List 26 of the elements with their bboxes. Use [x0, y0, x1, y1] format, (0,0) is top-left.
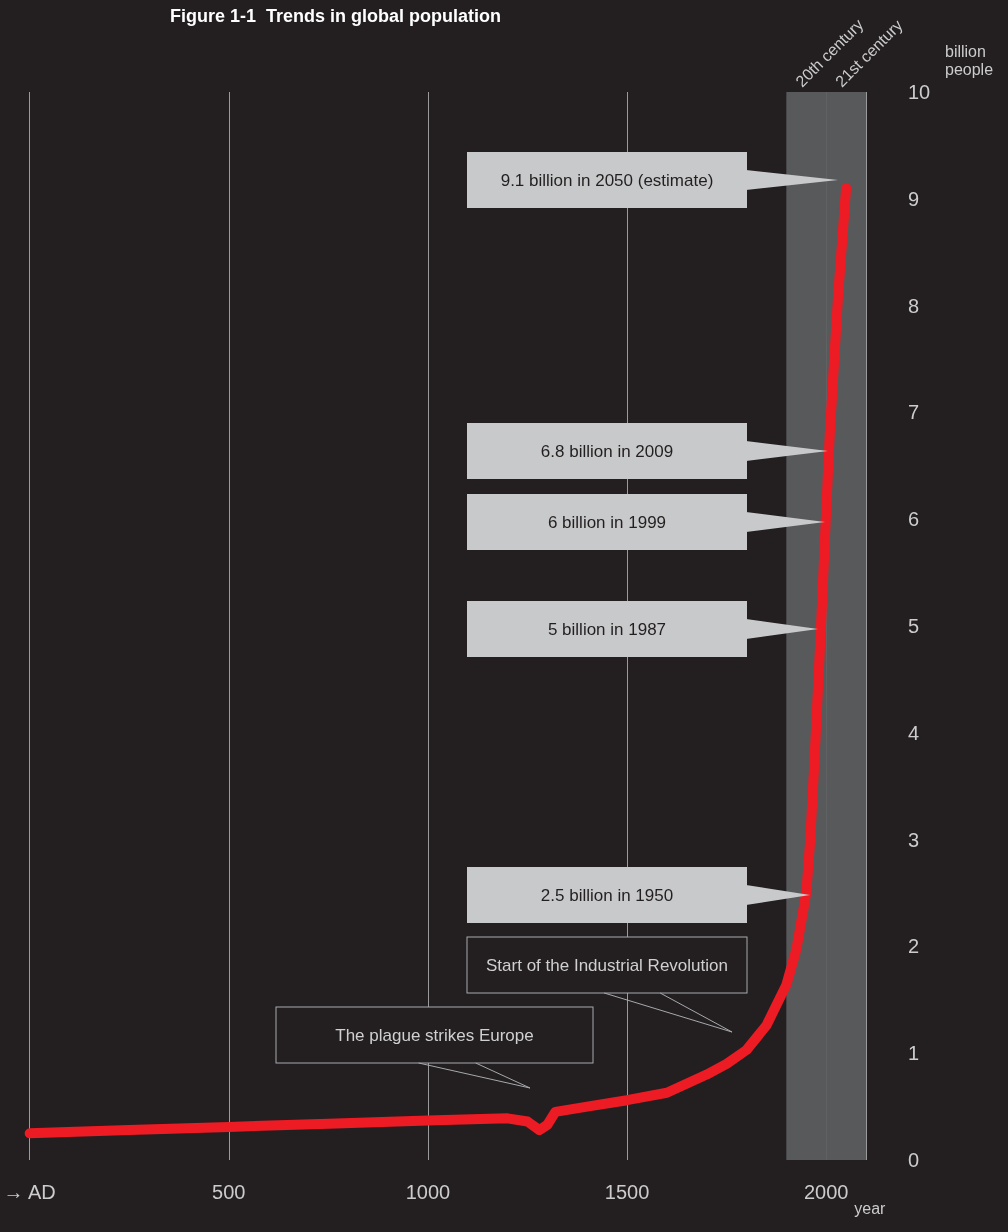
- y-tick-label: 7: [908, 401, 920, 424]
- chart-title: Figure 1-1 Trends in global population: [170, 6, 502, 26]
- annotation: The plague strikes Europe: [335, 1025, 534, 1045]
- annotation: 2.5 billion in 1950: [540, 885, 674, 905]
- x-tick-label: → AD: [3, 1181, 56, 1203]
- y-tick-label: 0: [908, 1149, 920, 1171]
- x-axis-title: year: [854, 1199, 887, 1217]
- y-tick-label: 1: [908, 1042, 920, 1065]
- annotation: 9.1 billion in 2050 (estimate): [500, 170, 714, 190]
- y-tick-label: 8: [908, 294, 920, 317]
- y-tick-label: 4: [908, 721, 920, 744]
- y-tick-label: 5: [908, 615, 920, 637]
- y-axis-title: billion people: [945, 42, 994, 78]
- x-tick-label: 1500: [604, 1181, 650, 1203]
- y-tick-label: 6: [908, 508, 920, 531]
- annotation: Start of the Industrial Revolution: [486, 955, 728, 975]
- x-tick-label: 500: [212, 1181, 246, 1203]
- y-tick-label: 9: [908, 187, 920, 210]
- x-tick-label: 1000: [405, 1181, 451, 1203]
- x-tick-label: 2000: [803, 1181, 849, 1203]
- y-tick-label: 10: [908, 81, 931, 103]
- y-tick-label: 2: [908, 935, 920, 958]
- y-tick-label: 3: [908, 828, 920, 851]
- annotation: 6.8 billion in 2009: [540, 441, 674, 461]
- annotation: 5 billion in 1987: [547, 619, 667, 639]
- annotation: 6 billion in 1999: [547, 512, 667, 532]
